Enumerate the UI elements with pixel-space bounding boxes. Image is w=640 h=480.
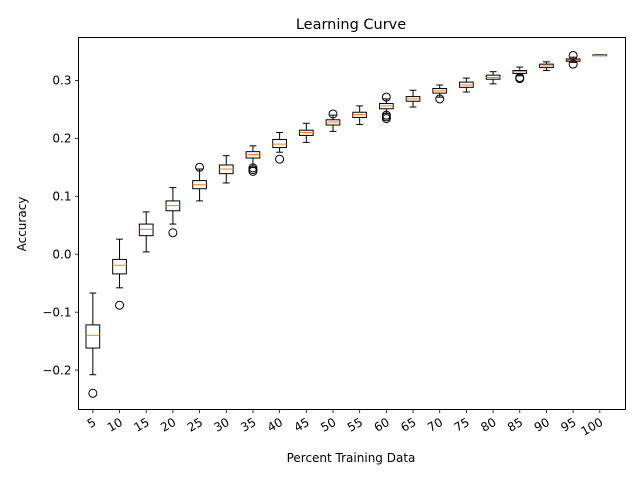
- outlier-point: [515, 72, 525, 82]
- x-tick-label: 85: [505, 415, 525, 435]
- x-tick-label: 65: [398, 415, 418, 435]
- x-tick-label: 50: [318, 415, 338, 435]
- x-tick-label: 30: [212, 415, 232, 435]
- y-tick-label: 0.2: [52, 132, 71, 146]
- outlier-point: [248, 163, 258, 173]
- x-tick-label: 60: [372, 415, 392, 435]
- y-tick-label: 0.0: [52, 247, 71, 261]
- x-tick-label: 45: [292, 415, 312, 435]
- outlier-point: [328, 109, 338, 119]
- y-tick-label: 0.1: [52, 189, 71, 203]
- x-tick-label: 70: [425, 415, 445, 435]
- outlier-point: [568, 50, 578, 60]
- x-tick-label: 75: [452, 415, 472, 435]
- y-tick-label: −0.2: [42, 363, 71, 377]
- outlier-point: [381, 110, 391, 120]
- outlier-point: [275, 154, 285, 164]
- outlier-point: [195, 162, 205, 172]
- outlier-point: [88, 388, 98, 398]
- box-iqr: [85, 324, 101, 349]
- y-axis-label: Accuracy: [15, 197, 29, 252]
- x-tick-label: 25: [185, 415, 205, 435]
- y-tick-label: 0.3: [52, 74, 71, 88]
- x-tick-label: 90: [532, 415, 552, 435]
- box-iqr: [112, 258, 127, 275]
- outlier-point: [381, 92, 391, 102]
- y-tick-label: −0.1: [42, 305, 71, 319]
- x-tick-label: 35: [238, 415, 258, 435]
- outlier-point: [568, 59, 578, 69]
- x-tick-label: 10: [105, 415, 125, 435]
- box-iqr: [138, 223, 154, 237]
- x-axis-label: Percent Training Data: [287, 451, 416, 465]
- outlier-point: [168, 228, 178, 238]
- x-tick-label: 40: [265, 415, 285, 435]
- outlier-point: [435, 94, 445, 104]
- plot-area: −0.2−0.10.00.10.20.35 10 15 20 25 30 35 40 45 50 5…: [42, 50, 608, 439]
- outlier-point: [115, 300, 125, 310]
- chart-title: Learning Curve: [296, 17, 406, 33]
- x-tick-label: 15: [131, 415, 151, 435]
- x-tick-label: 20: [158, 415, 178, 435]
- box-iqr: [272, 138, 287, 149]
- x-tick-label: 55: [345, 415, 365, 435]
- x-tick-label: 95: [558, 415, 578, 435]
- axes-frame: [78, 37, 626, 410]
- x-tick-label: 80: [478, 415, 498, 435]
